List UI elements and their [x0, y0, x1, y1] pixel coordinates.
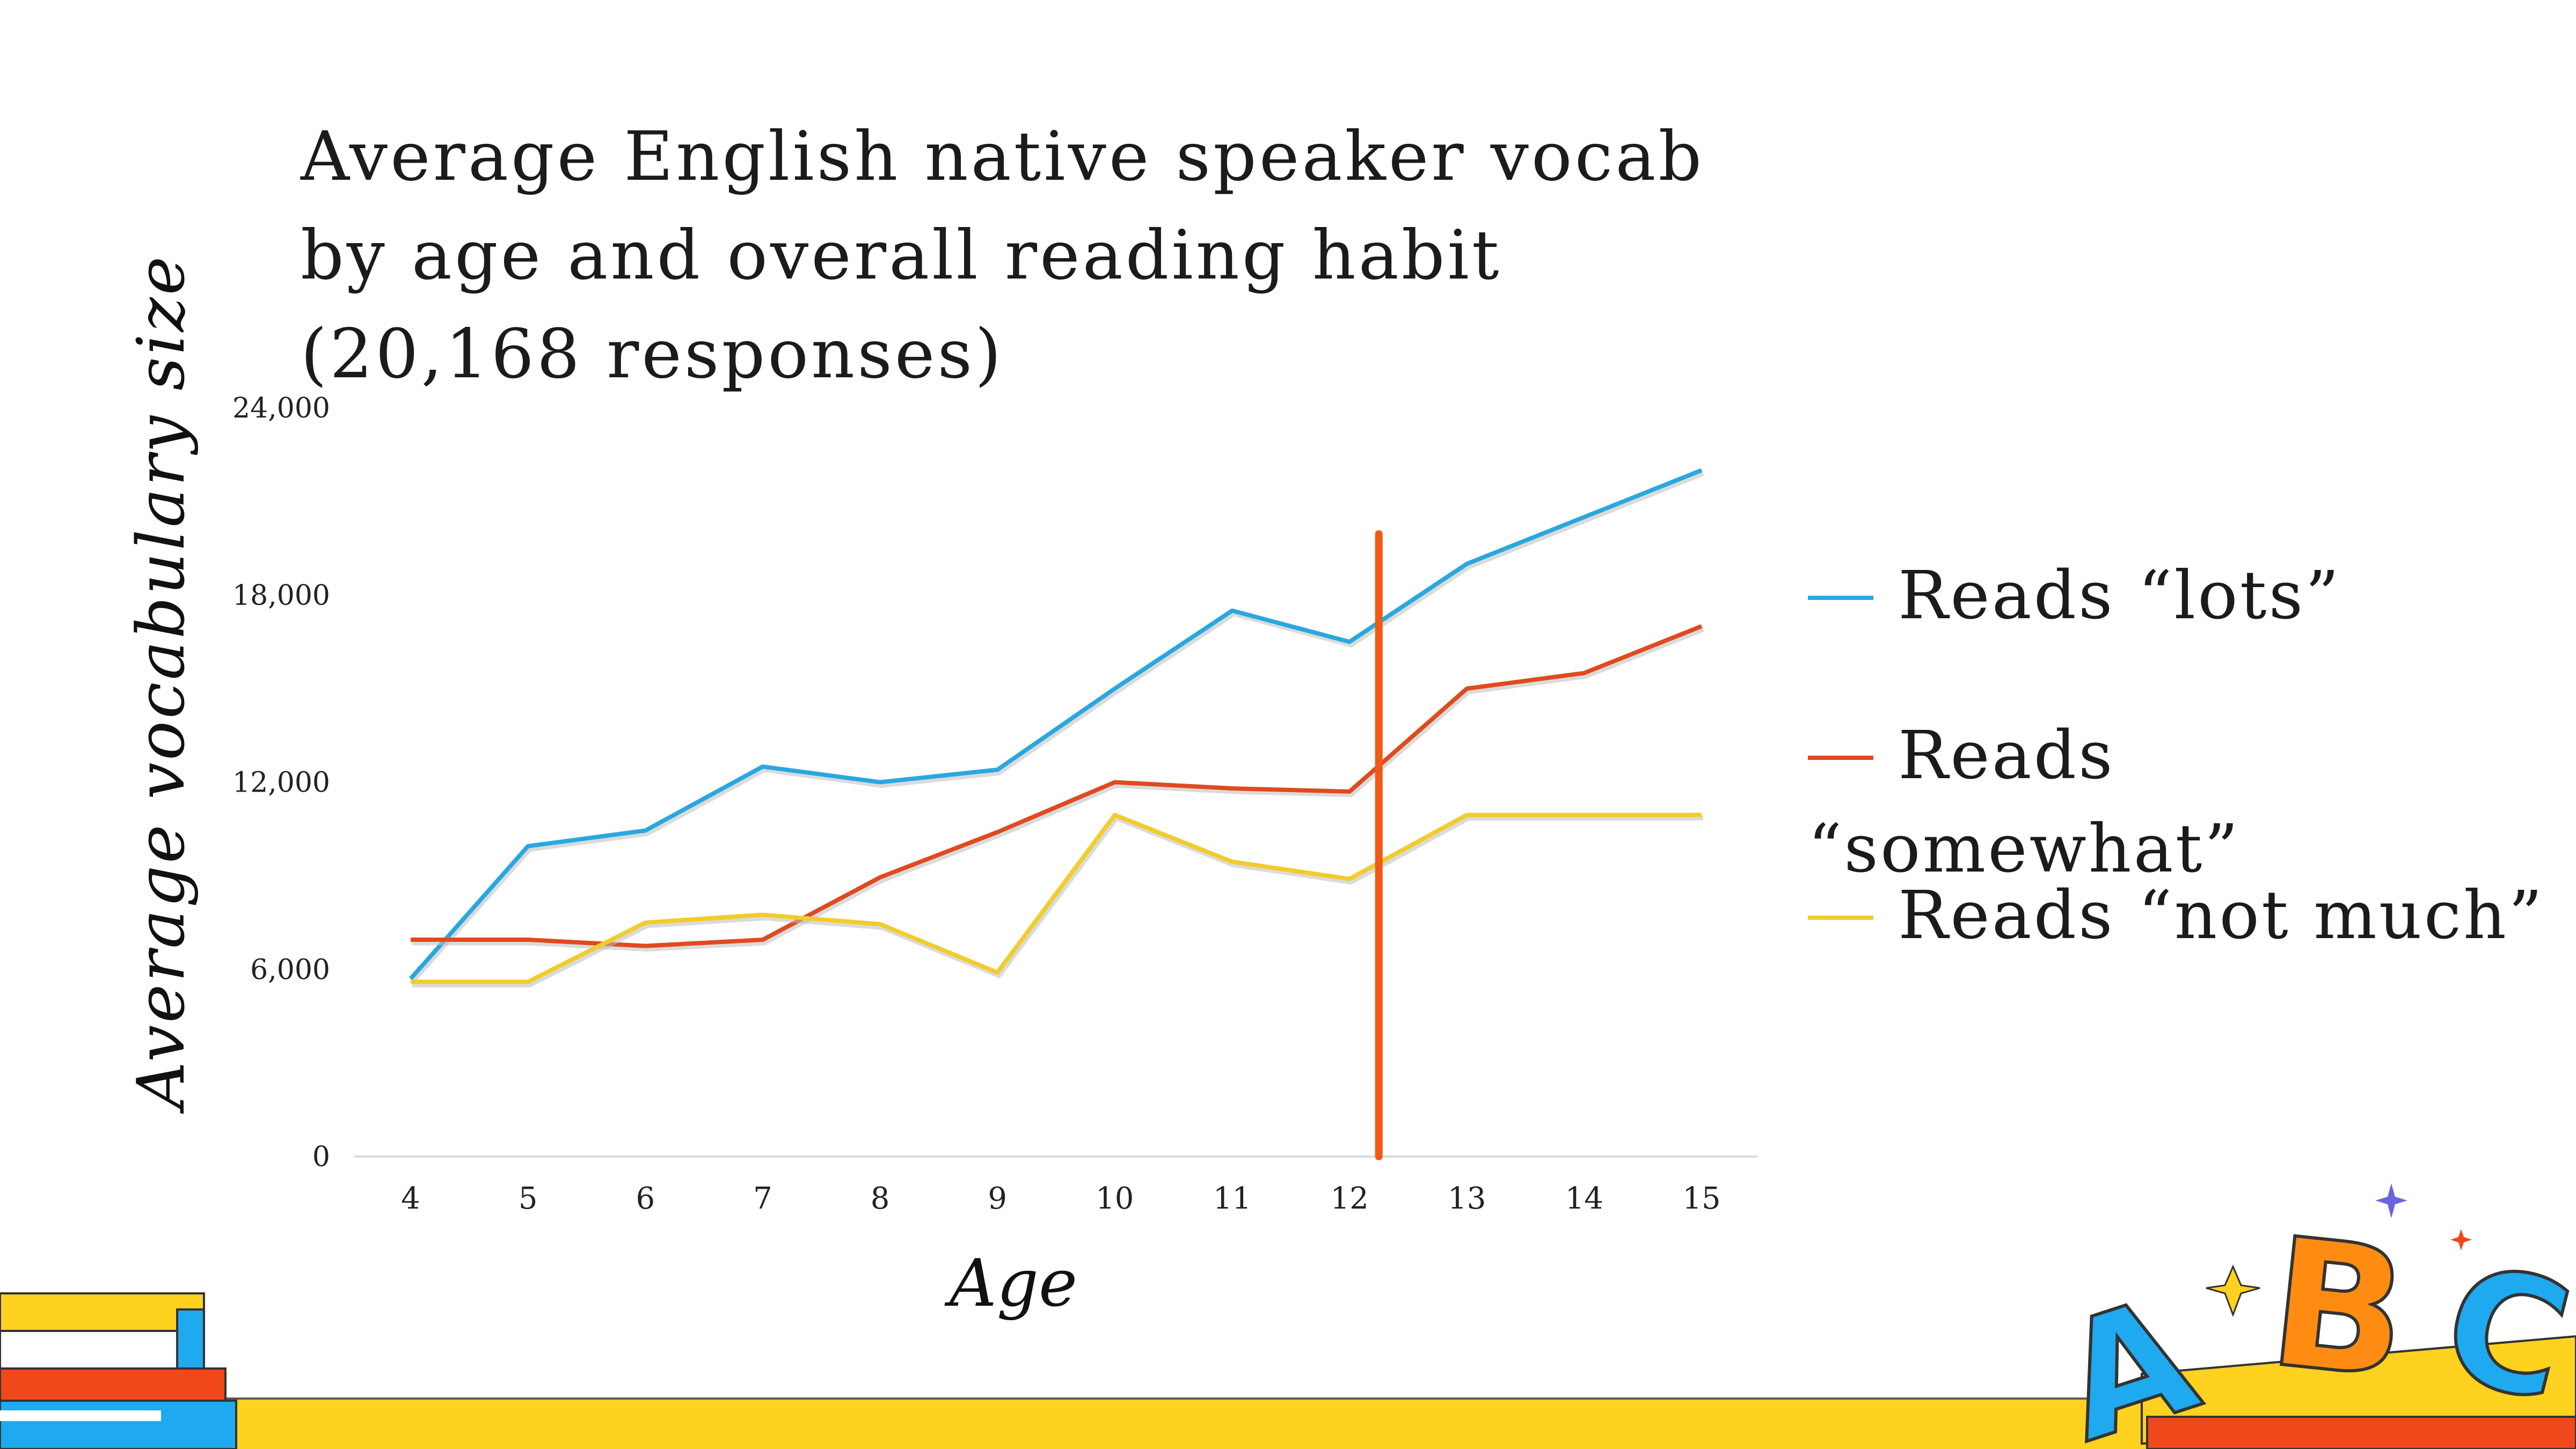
- letter-b: B: [2261, 1199, 2417, 1418]
- legend-swatch-somewhat: [1808, 756, 1873, 760]
- x-axis-label: Age: [949, 1245, 1078, 1321]
- series-line-shadow: [412, 816, 1703, 987]
- series-line-1: [409, 468, 1703, 980]
- x-tick-label: 11: [1213, 1181, 1251, 1216]
- y-tick-label: 18,000: [232, 580, 330, 612]
- legend-swatch-not-much: [1808, 916, 1873, 920]
- abc-blocks-illustration: A B C: [2038, 1183, 2576, 1449]
- series-line-shadow: [410, 471, 1704, 984]
- sparkle-icon: [2450, 1229, 2472, 1250]
- x-tick-label: 4: [401, 1181, 420, 1216]
- series-line-2: [411, 624, 1703, 948]
- legend-swatch-lots: [1808, 596, 1873, 600]
- y-tick-label: 24,000: [232, 392, 330, 425]
- x-tick-label: 14: [1565, 1181, 1603, 1216]
- x-tick-label: 8: [871, 1181, 890, 1216]
- series-line-shadow: [412, 627, 1704, 952]
- legend-label-not-much: Reads “not much”: [1898, 877, 2545, 954]
- x-tick-label: 15: [1682, 1181, 1720, 1216]
- legend-label-somewhat-line2: “somewhat”: [1808, 810, 2241, 888]
- x-tick-label: 5: [519, 1181, 538, 1216]
- x-tick-label: 10: [1096, 1181, 1134, 1216]
- legend-label-lots: Reads “lots”: [1898, 557, 2341, 634]
- legend-label-somewhat-line1: Reads: [1898, 717, 2115, 794]
- sparkle-icon: [2206, 1264, 2260, 1318]
- x-tick-label: 12: [1330, 1181, 1368, 1216]
- series-line-3: [411, 813, 1702, 984]
- sparkle-icon: [2375, 1183, 2407, 1218]
- x-tick-label: 7: [753, 1181, 772, 1216]
- x-tick-label: 9: [988, 1181, 1007, 1216]
- y-tick-label: 0: [312, 1141, 330, 1173]
- x-tick-label: 13: [1448, 1181, 1486, 1216]
- x-tick-label: 6: [636, 1181, 655, 1216]
- y-tick-label: 12,000: [232, 767, 330, 799]
- chart-title: Average English native speaker vocab by …: [301, 117, 1705, 393]
- book-stack-illustration: [0, 1292, 237, 1449]
- y-tick-label: 6,000: [250, 954, 330, 986]
